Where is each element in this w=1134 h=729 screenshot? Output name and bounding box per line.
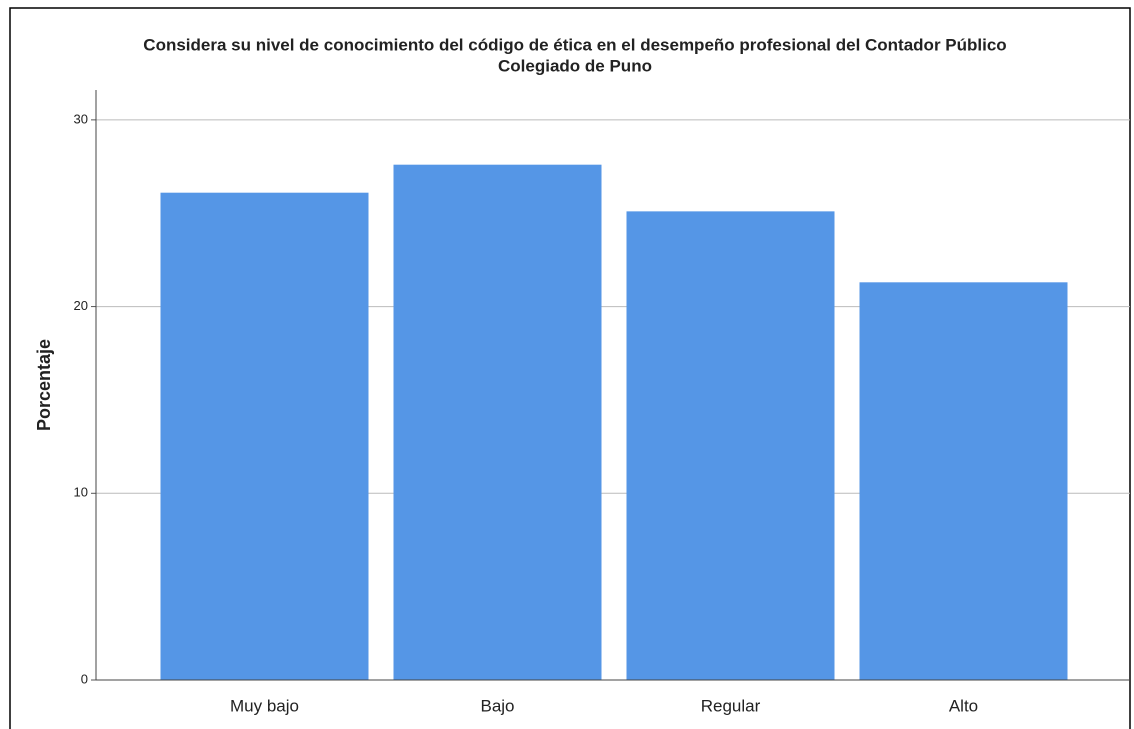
y-tick-label: 0 (81, 671, 88, 686)
y-tick-label: 30 (74, 111, 88, 126)
y-axis-label: Porcentaje (34, 339, 54, 431)
bar (393, 164, 602, 681)
y-tick-label: 10 (74, 485, 88, 500)
x-tick-label: Alto (949, 696, 978, 715)
x-tick-label: Bajo (480, 696, 514, 715)
x-tick-label: Muy bajo (230, 696, 299, 715)
x-tick-label: Regular (701, 696, 761, 715)
bar (160, 192, 369, 680)
frame (9, 7, 1131, 729)
bar (626, 211, 835, 680)
chart-title: Considera su nivel de conocimiento del c… (143, 35, 1006, 54)
bar (859, 282, 1068, 680)
y-tick-label: 20 (74, 298, 88, 313)
chart-title: Colegiado de Puno (498, 56, 652, 75)
